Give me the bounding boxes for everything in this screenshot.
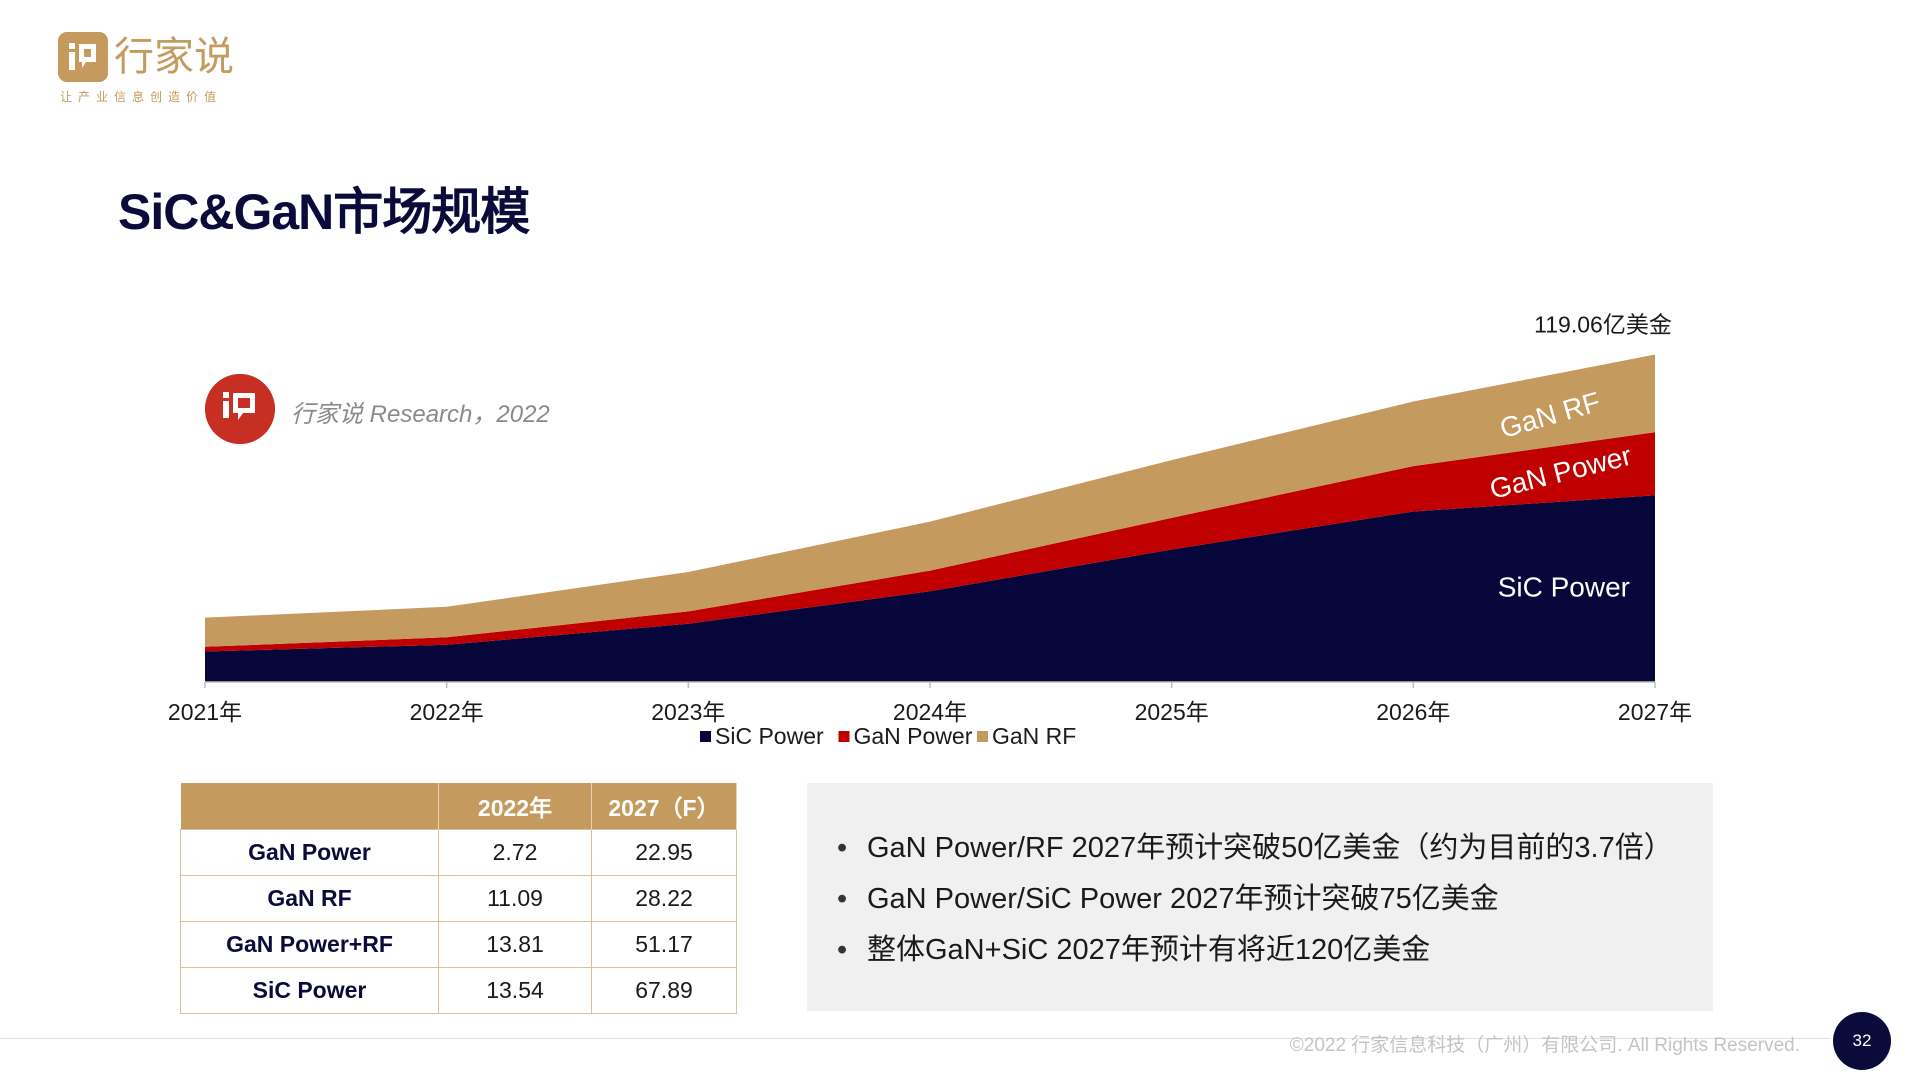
cell-2022: 2.72 — [438, 829, 592, 876]
legend-label-gan-power: GaN Power — [854, 723, 973, 749]
cell-2027: 22.95 — [591, 829, 737, 876]
row-label: GaN Power+RF — [180, 921, 439, 968]
x-tick-label: 2027年 — [1618, 699, 1692, 725]
legend-label-gan-rf: GaN RF — [992, 723, 1076, 749]
cell-2022: 13.81 — [438, 921, 592, 968]
source-text: 行家说 Research，2022 — [291, 401, 550, 428]
row-label: GaN RF — [180, 875, 439, 922]
x-tick-label: 2026年 — [1376, 699, 1450, 725]
legend-swatch-gan-power — [838, 731, 850, 742]
list-item: 整体GaN+SiC 2027年预计有将近120亿美金 — [837, 925, 1713, 976]
area-gan-power — [205, 432, 1655, 652]
area-sic-power — [205, 495, 1655, 682]
copyright-text: ©2022 行家信息科技（广州）有限公司. All Rights Reserve… — [1289, 1035, 1800, 1056]
table-header-row: 2022年 2027（F） — [180, 783, 737, 830]
legend-swatch-gan-rf — [977, 731, 988, 742]
cell-2022: 11.09 — [438, 875, 592, 922]
cell-2022: 13.54 — [438, 967, 592, 1014]
footer-divider — [0, 1038, 1830, 1039]
legend-label-sic-power: SiC Power — [715, 723, 824, 749]
cell-2027: 51.17 — [591, 921, 737, 968]
table-row: GaN Power+RF 13.81 51.17 — [180, 921, 737, 968]
list-item: GaN Power/SiC Power 2027年预计突破75亿美金 — [837, 874, 1713, 925]
research-logo-icon — [205, 374, 275, 444]
table-row: SiC Power 13.54 67.89 — [180, 967, 737, 1014]
table-header-empty — [180, 783, 439, 830]
table-header-2027: 2027（F） — [591, 783, 737, 830]
x-tick-label: 2025年 — [1135, 699, 1209, 725]
logo-name: 行家说 — [114, 35, 234, 79]
list-item: GaN Power/RF 2027年预计突破50亿美金（约为目前的3.7倍） — [837, 823, 1713, 874]
series-label-sic-power: SiC Power — [1498, 572, 1630, 603]
market-size-table: 2022年 2027（F） GaN Power 2.72 22.95 GaN R… — [180, 783, 737, 1014]
cell-2027: 67.89 — [591, 967, 737, 1014]
legend-swatch-sic-power — [700, 731, 711, 742]
cell-2027: 28.22 — [591, 875, 737, 922]
page-title: SiC&GaN市场规模 — [118, 184, 530, 240]
logo-mark-icon — [58, 32, 108, 82]
x-tick-label: 2024年 — [893, 699, 967, 725]
row-label: GaN Power — [180, 829, 439, 876]
logo-slogan: 让产业信息创造价值 — [60, 90, 223, 104]
total-annotation: 119.06亿美金 — [1534, 312, 1672, 338]
x-tick-label: 2023年 — [651, 699, 725, 725]
x-tick-label: 2022年 — [410, 699, 484, 725]
key-findings-list: GaN Power/RF 2027年预计突破50亿美金（约为目前的3.7倍） G… — [807, 783, 1713, 976]
x-tick-label: 2021年 — [168, 699, 242, 725]
table-header-2022: 2022年 — [438, 783, 592, 830]
area-gan-rf — [205, 354, 1655, 647]
table-row: GaN RF 11.09 28.22 — [180, 875, 737, 922]
row-label: SiC Power — [180, 967, 439, 1014]
stacked-area-chart: 2021年 2022年 2023年 2024年 2025年 2026年 2027年 SiC P… — [168, 312, 1692, 749]
page-number: 32 — [1833, 1012, 1891, 1070]
key-findings-box: GaN Power/RF 2027年预计突破50亿美金（约为目前的3.7倍） G… — [807, 783, 1713, 1011]
table-row: GaN Power 2.72 22.95 — [180, 829, 737, 876]
